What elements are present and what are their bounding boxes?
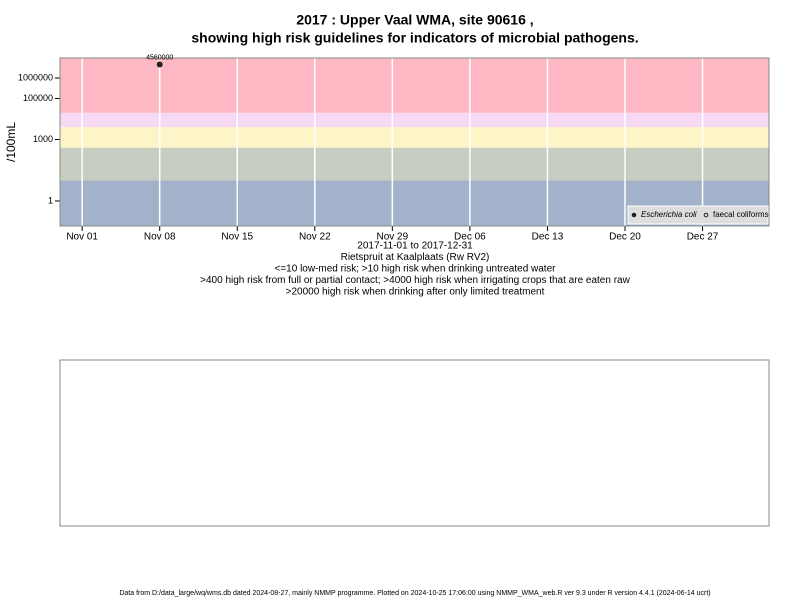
y-tick-label: 1000 [33,134,53,144]
x-axis-label: Rietspruit at Kaalplaats (Rw RV2) [341,252,490,263]
chart-subtitle: showing high risk guidelines for indicat… [191,30,638,46]
x-tick-label: Dec 20 [609,232,641,243]
empty-panel [59,359,770,527]
footer: Data from D:/data_large/wq/wms.db dated … [119,590,710,597]
risk-band [60,147,769,181]
legend-marker [631,212,637,218]
plot-frame [59,57,770,227]
legend-marker [703,212,709,218]
x-tick-label: Dec 13 [532,232,564,243]
legend-box [627,205,769,225]
legend-label: faecal coliforms [713,210,769,219]
data-label: 4560000 [146,54,173,61]
x-tick-label: Nov 08 [144,232,176,243]
chart-title: 2017 : Upper Vaal WMA, site 90616 , [296,12,533,28]
x-axis-label: >20000 high risk when drinking after onl… [286,287,545,298]
risk-band [60,58,769,113]
data-point [156,61,163,68]
x-tick-label: Nov 22 [299,232,331,243]
y-tick-label: 1000000 [18,72,53,82]
x-tick-label: Nov 15 [221,232,253,243]
legend-label: Escherichia coli [641,210,697,219]
x-tick-label: Nov 29 [377,232,409,243]
risk-band [60,127,769,148]
x-tick-label: Dec 06 [454,232,486,243]
x-axis-label: >400 high risk from full or partial cont… [200,275,630,286]
x-axis-label: 2017-11-01 to 2017-12-31 [357,241,473,252]
x-axis-label: <=10 low-med risk; >10 high risk when dr… [275,264,557,275]
x-tick-label: Dec 27 [687,232,719,243]
y-tick-label: 1 [48,195,53,205]
y-axis-label: /100mL [4,122,18,162]
y-tick-label: 100000 [23,93,53,103]
x-tick-label: Nov 01 [66,232,98,243]
risk-band [60,112,769,128]
